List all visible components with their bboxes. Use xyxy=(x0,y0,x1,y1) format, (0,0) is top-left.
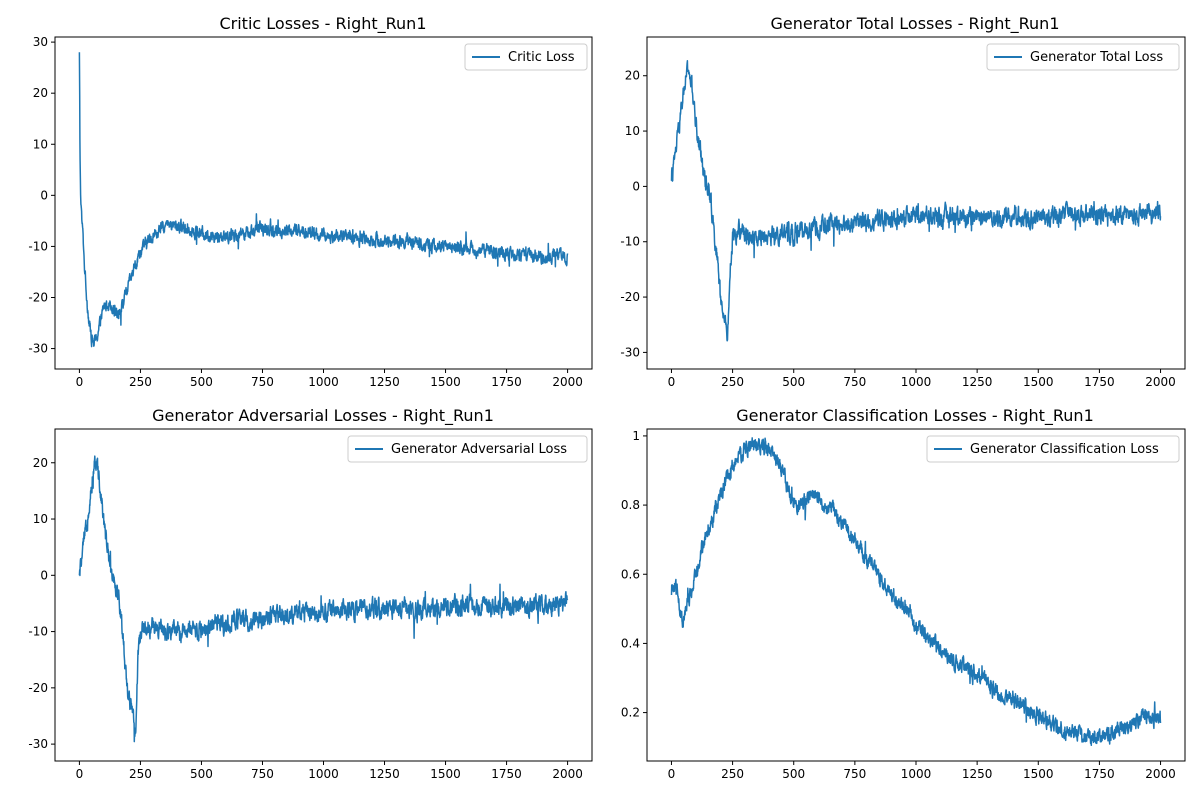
y-tick-label: 0 xyxy=(40,568,48,582)
y-tick-label: -10 xyxy=(620,235,640,249)
x-tick-label: 1500 xyxy=(1023,375,1054,389)
y-tick-label: 20 xyxy=(33,456,48,470)
x-tick-label: 750 xyxy=(843,767,866,781)
legend-box xyxy=(464,43,588,71)
y-tick-label: -30 xyxy=(620,345,640,359)
legend: Generator Classification Loss xyxy=(926,435,1180,463)
x-tick-label: 1750 xyxy=(1084,767,1115,781)
legend: Generator Adversarial Loss xyxy=(347,435,588,463)
y-tick-label: 1 xyxy=(632,429,640,443)
legend-label: Critic Loss xyxy=(508,50,575,65)
x-tick-label: 750 xyxy=(251,375,274,389)
x-tick-label: 250 xyxy=(129,767,152,781)
chart-title: Generator Total Losses - Right_Run1 xyxy=(771,14,1060,34)
axes-frame xyxy=(646,428,1186,762)
x-tick-label: 1500 xyxy=(430,375,461,389)
chart-panel-critic-losses: Critic Losses - Right_Run1 0 250 500 750 100… xyxy=(28,14,593,389)
y-tick-label: -20 xyxy=(620,290,640,304)
x-tick-label: 500 xyxy=(190,375,213,389)
y-tick-label: 30 xyxy=(33,35,48,49)
y-tick-label: 10 xyxy=(33,512,48,526)
y-tick-label: 20 xyxy=(625,69,640,83)
x-tick-label: 1250 xyxy=(962,375,993,389)
x-tick-label: 1750 xyxy=(1084,375,1115,389)
x-tick-label: 1250 xyxy=(369,767,400,781)
legend-label: Generator Classification Loss xyxy=(970,442,1159,457)
y-tick-label: 10 xyxy=(625,124,640,138)
chart-panel-generator-classification-losses: Generator Classification Losses - Right_… xyxy=(621,406,1186,781)
x-tick-label: 1000 xyxy=(308,375,339,389)
y-tick-label: -30 xyxy=(28,737,48,751)
x-tick-label: 500 xyxy=(782,375,805,389)
chart-title: Generator Classification Losses - Right_… xyxy=(736,406,1094,426)
y-tick-label: 0.2 xyxy=(621,706,640,720)
y-tick-label: -10 xyxy=(28,625,48,639)
series-line xyxy=(78,52,569,348)
x-tick-label: 2000 xyxy=(552,375,583,389)
x-tick-label: 2000 xyxy=(1145,767,1176,781)
y-tick-label: -30 xyxy=(28,342,48,356)
legend: Critic Loss xyxy=(464,43,588,71)
series-line xyxy=(670,437,1162,747)
x-tick-label: 750 xyxy=(251,767,274,781)
x-tick-label: 250 xyxy=(721,767,744,781)
x-tick-label: 1000 xyxy=(308,767,339,781)
y-tick-label: 0 xyxy=(40,188,48,202)
x-tick-label: 250 xyxy=(721,375,744,389)
chart-panel-generator-total-losses: Generator Total Losses - Right_Run1 0 250… xyxy=(620,14,1186,389)
x-tick-label: 1500 xyxy=(1023,767,1054,781)
legend-label: Generator Total Loss xyxy=(1030,50,1163,65)
x-tick-label: 2000 xyxy=(552,767,583,781)
x-tick-label: 750 xyxy=(843,375,866,389)
axes-frame xyxy=(54,428,593,762)
x-tick-label: 500 xyxy=(782,767,805,781)
x-tick-label: 0 xyxy=(668,767,676,781)
chart-title: Critic Losses - Right_Run1 xyxy=(219,14,426,34)
legend: Generator Total Loss xyxy=(986,43,1180,71)
y-tick-label: 10 xyxy=(33,137,48,151)
x-tick-label: 1750 xyxy=(491,375,522,389)
chart-panel-generator-adversarial-losses: Generator Adversarial Losses - Right_Run… xyxy=(28,406,593,781)
x-tick-label: 500 xyxy=(190,767,213,781)
y-tick-label: 0 xyxy=(632,179,640,193)
y-tick-label: 0.6 xyxy=(621,567,640,581)
y-tick-label: 0.8 xyxy=(621,498,640,512)
x-tick-label: 1000 xyxy=(901,767,932,781)
x-tick-label: 1250 xyxy=(369,375,400,389)
x-tick-label: 1500 xyxy=(430,767,461,781)
legend-label: Generator Adversarial Loss xyxy=(391,442,567,457)
series-line xyxy=(78,455,569,743)
legend-box xyxy=(347,435,588,463)
x-tick-label: 2000 xyxy=(1145,375,1176,389)
x-tick-label: 1250 xyxy=(962,767,993,781)
y-tick-label: 0.4 xyxy=(621,636,640,650)
x-tick-label: 1750 xyxy=(491,767,522,781)
x-tick-label: 0 xyxy=(76,375,84,389)
x-tick-label: 0 xyxy=(76,767,84,781)
y-tick-label: -20 xyxy=(28,290,48,304)
chart-title: Generator Adversarial Losses - Right_Run… xyxy=(152,406,494,426)
x-tick-label: 0 xyxy=(668,375,676,389)
legend-box xyxy=(926,435,1180,463)
y-tick-label: 20 xyxy=(33,86,48,100)
series-line xyxy=(670,60,1162,342)
x-tick-label: 250 xyxy=(129,375,152,389)
y-tick-label: -20 xyxy=(28,681,48,695)
axes-frame xyxy=(54,36,593,370)
y-tick-label: -10 xyxy=(28,239,48,253)
x-tick-label: 1000 xyxy=(901,375,932,389)
legend-box xyxy=(986,43,1180,71)
